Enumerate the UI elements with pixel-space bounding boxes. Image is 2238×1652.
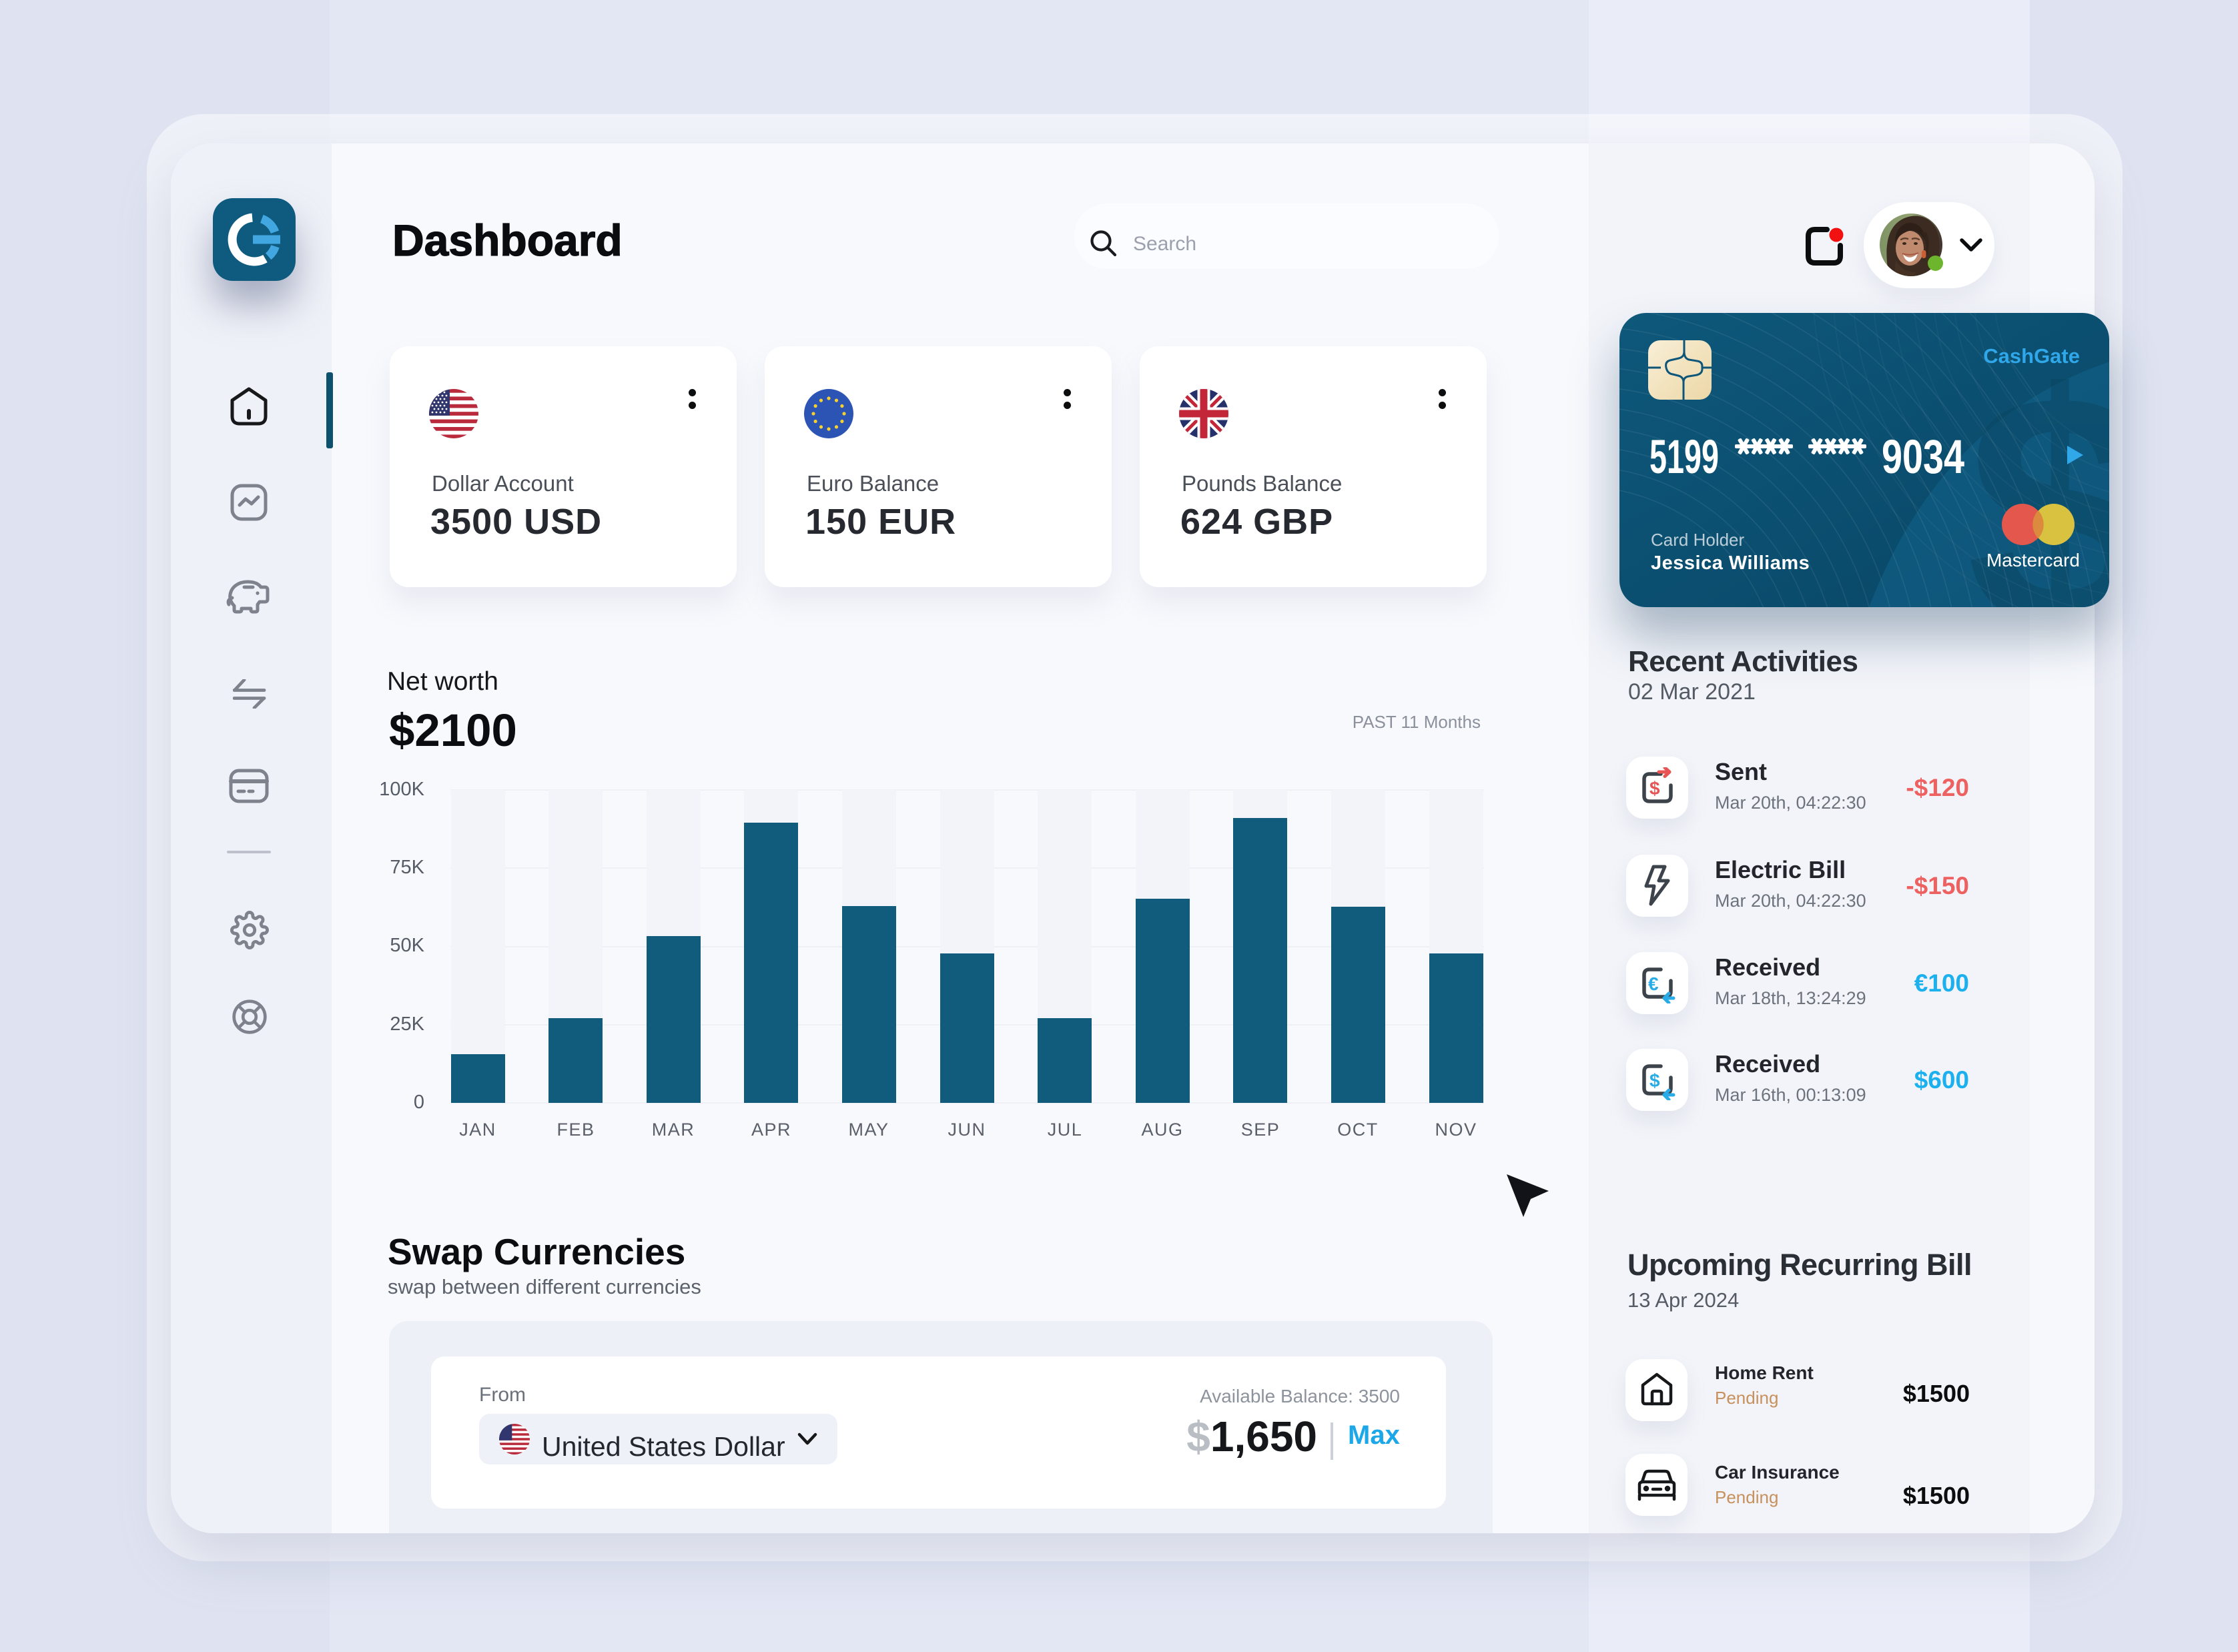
svg-text:€: € [1648,973,1659,994]
svg-text:5199: 5199 [1649,431,1719,484]
svg-text:$: $ [1966,324,2109,607]
svg-text:$: $ [1649,1070,1660,1091]
svg-text:$: $ [1649,778,1660,799]
svg-text:9034: 9034 [1882,431,1964,484]
